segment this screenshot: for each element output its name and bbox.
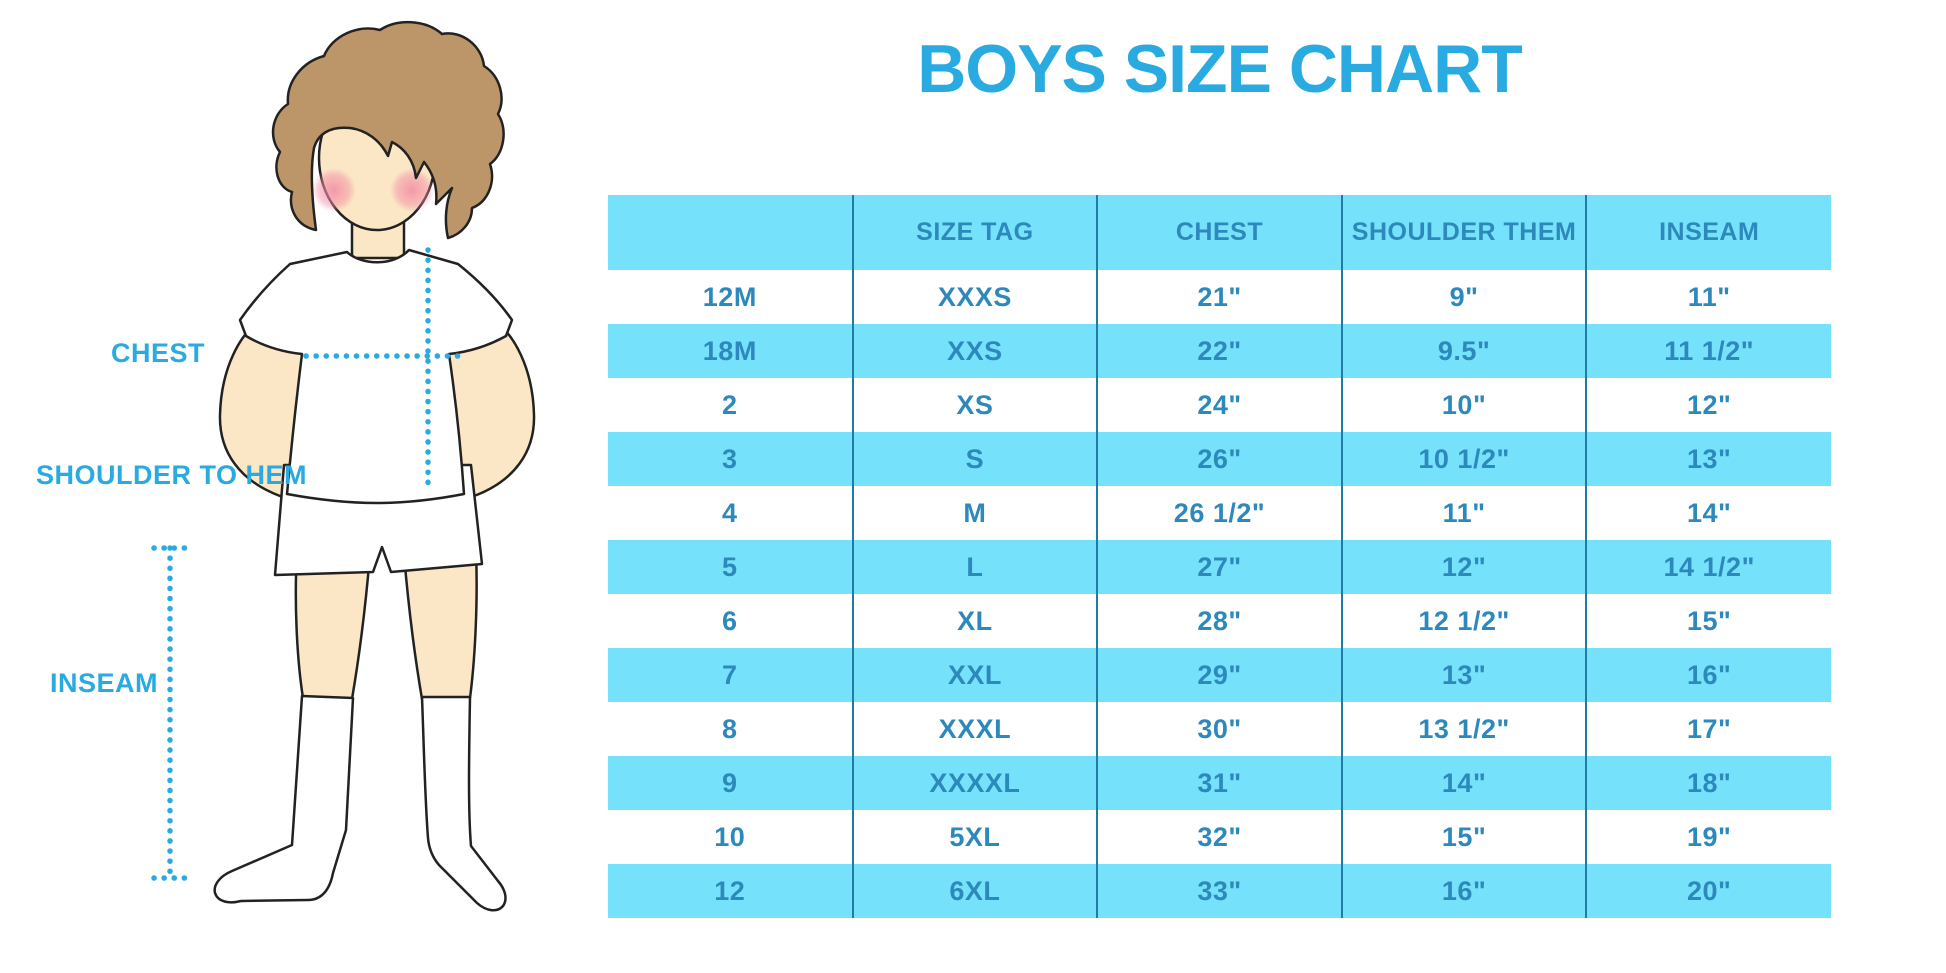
cell-shoulder: 15" <box>1340 810 1587 864</box>
cell-chest: 30" <box>1096 702 1342 756</box>
table-row: 9 XXXXL 31" 14" 18" <box>608 756 1831 810</box>
table-header-row: SIZE TAG CHEST SHOULDER THEM INSEAM <box>608 195 1831 270</box>
cell-chest: 24" <box>1096 378 1342 432</box>
boy-blush-right <box>390 168 434 212</box>
boy-blush-left <box>312 168 356 212</box>
table-row: 6 XL 28" 12 1/2" 15" <box>608 594 1831 648</box>
cell-size: 18M <box>702 335 757 366</box>
cell-size-tag: 6XL <box>851 864 1098 918</box>
cell-size: 3 <box>722 443 738 474</box>
cell-size: 4 <box>722 497 738 528</box>
cell-size: 9 <box>722 767 738 798</box>
cell-size-tag: S <box>851 432 1098 486</box>
cell-size: 7 <box>722 659 738 690</box>
cell-shoulder: 10 1/2" <box>1340 432 1587 486</box>
col-header-size-tag: SIZE TAG <box>851 195 1098 270</box>
cell-size-tag: XXXXL <box>851 756 1098 810</box>
cell-chest: 26 1/2" <box>1096 486 1342 540</box>
cell-size-tag: 5XL <box>851 810 1098 864</box>
cell-size: 12M <box>702 281 757 312</box>
cell-shoulder: 16" <box>1340 864 1587 918</box>
cell-size-tag: XL <box>851 594 1098 648</box>
table-row: 5 L 27" 12" 14 1/2" <box>608 540 1831 594</box>
cell-chest: 29" <box>1096 648 1342 702</box>
cell-inseam: 14 1/2" <box>1585 540 1831 594</box>
cell-size: 8 <box>722 713 738 744</box>
boy-hair <box>271 20 505 240</box>
cell-shoulder: 12 1/2" <box>1340 594 1587 648</box>
table-row: 2 XS 24" 10" 12" <box>608 378 1831 432</box>
boy-illustration <box>151 20 536 912</box>
cell-size: 6 <box>722 605 738 636</box>
cell-inseam: 20" <box>1585 864 1831 918</box>
table-row: 12M XXXS 21" 9" 11" <box>608 270 1831 324</box>
boy-shirt <box>238 248 514 505</box>
table-row: 10 5XL 32" 15" 19" <box>608 810 1831 864</box>
col-header-inseam: INSEAM <box>1585 195 1831 270</box>
cell-size-tag: XXS <box>851 324 1098 378</box>
table-row: 12 6XL 33" 16" 20" <box>608 864 1831 918</box>
cell-inseam: 15" <box>1585 594 1831 648</box>
table-row: 8 XXXL 30" 13 1/2" 17" <box>608 702 1831 756</box>
table-row: 3 S 26" 10 1/2" 13" <box>608 432 1831 486</box>
cell-inseam: 19" <box>1585 810 1831 864</box>
cell-size: 5 <box>722 551 738 582</box>
cell-chest: 33" <box>1096 864 1342 918</box>
chest-label: CHEST <box>110 338 205 368</box>
cell-chest: 27" <box>1096 540 1342 594</box>
boy-socks <box>213 694 507 912</box>
cell-shoulder: 12" <box>1340 540 1587 594</box>
cell-size-tag: XXXL <box>851 702 1098 756</box>
cell-shoulder: 10" <box>1340 378 1587 432</box>
cell-shoulder: 11" <box>1340 486 1587 540</box>
cell-inseam: 11" <box>1585 270 1831 324</box>
cell-shoulder: 9.5" <box>1340 324 1587 378</box>
cell-shoulder: 9" <box>1340 270 1587 324</box>
cell-size: 10 <box>714 821 746 852</box>
cell-size: 12 <box>714 875 746 906</box>
cell-inseam: 13" <box>1585 432 1831 486</box>
cell-size-tag: XXXS <box>851 270 1098 324</box>
cell-chest: 28" <box>1096 594 1342 648</box>
cell-shoulder: 13 1/2" <box>1340 702 1587 756</box>
col-header-shoulder-them: SHOULDER THEM <box>1340 195 1587 270</box>
cell-chest: 21" <box>1096 270 1342 324</box>
cell-size-tag: XXL <box>851 648 1098 702</box>
cell-inseam: 14" <box>1585 486 1831 540</box>
cell-inseam: 17" <box>1585 702 1831 756</box>
boy-head <box>271 20 505 240</box>
cell-shoulder: 14" <box>1340 756 1587 810</box>
table-row: 18M XXS 22" 9.5" 11 1/2" <box>608 324 1831 378</box>
cell-chest: 22" <box>1096 324 1342 378</box>
cell-shoulder: 13" <box>1340 648 1587 702</box>
table-row: 7 XXL 29" 13" 16" <box>608 648 1831 702</box>
col-header-chest: CHEST <box>1096 195 1342 270</box>
page-title: BOYS SIZE CHART <box>917 31 1523 107</box>
cell-inseam: 18" <box>1585 756 1831 810</box>
size-chart-table: SIZE TAG CHEST SHOULDER THEM INSEAM 12M … <box>608 195 1831 918</box>
cell-size: 2 <box>722 389 738 420</box>
cell-inseam: 11 1/2" <box>1585 324 1831 378</box>
cell-size-tag: M <box>851 486 1098 540</box>
col-header-size <box>608 195 853 270</box>
table-row: 4 M 26 1/2" 11" 14" <box>608 486 1831 540</box>
cell-chest: 32" <box>1096 810 1342 864</box>
cell-inseam: 16" <box>1585 648 1831 702</box>
inseam-label: INSEAM <box>50 668 159 698</box>
cell-size-tag: L <box>851 540 1098 594</box>
cell-chest: 26" <box>1096 432 1342 486</box>
cell-chest: 31" <box>1096 756 1342 810</box>
cell-size-tag: XS <box>851 378 1098 432</box>
cell-inseam: 12" <box>1585 378 1831 432</box>
shoulder-to-hem-label: SHOULDER TO HEM <box>36 460 308 490</box>
